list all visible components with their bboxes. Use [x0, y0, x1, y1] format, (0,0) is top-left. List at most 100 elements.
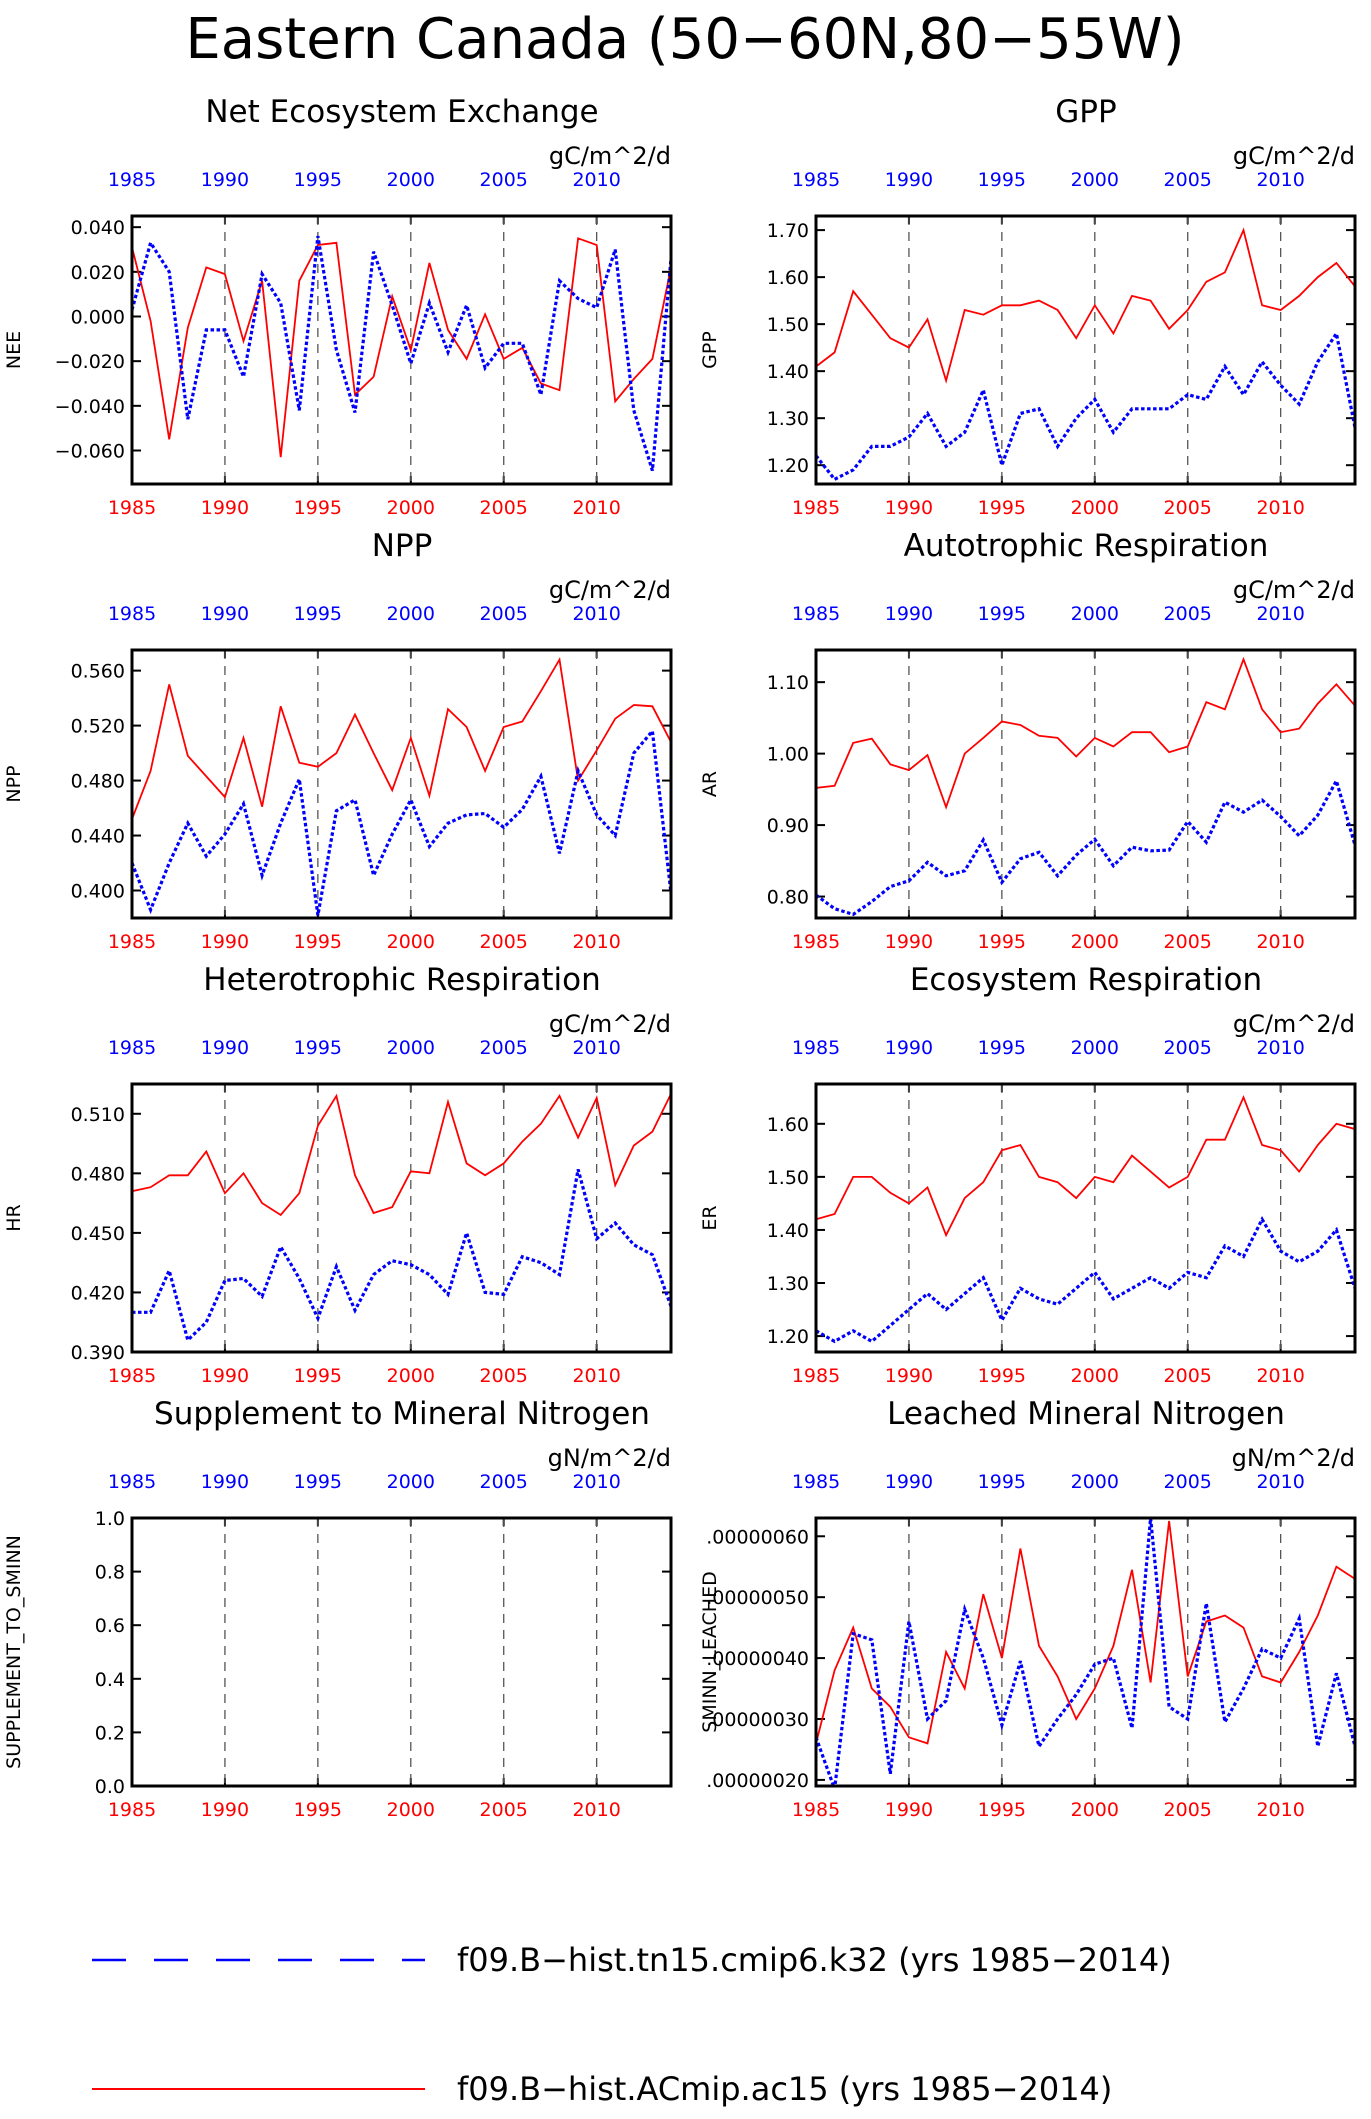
- top-year-label: 1990: [885, 169, 933, 191]
- top-year-label: 1995: [294, 1471, 342, 1493]
- y-tick-label: 1.10: [767, 672, 809, 694]
- bottom-year-label: 2010: [1256, 1365, 1304, 1387]
- plot-frame: [814, 648, 1357, 920]
- top-year-label: 1985: [792, 1037, 840, 1059]
- top-year-label: 2005: [1164, 1471, 1212, 1493]
- plot-frame: [814, 214, 1357, 486]
- panel-title: Supplement to Mineral Nitrogen: [154, 1396, 650, 1432]
- bottom-year-label: 2000: [387, 497, 435, 519]
- series-line-case: [132, 235, 671, 472]
- top-year-label: 2010: [1256, 169, 1304, 191]
- top-year-label: 2000: [1071, 1037, 1119, 1059]
- top-year-label: 1985: [792, 169, 840, 191]
- bottom-year-label: 2000: [387, 1799, 435, 1821]
- top-year-label: 2000: [387, 1037, 435, 1059]
- bottom-year-label: 2010: [1256, 1799, 1304, 1821]
- y-tick-label: 1.40: [767, 1220, 809, 1242]
- y-tick-label: 1.30: [767, 408, 809, 430]
- y-tick-label: 0.80: [767, 887, 809, 909]
- top-year-label: 2005: [480, 169, 528, 191]
- y-tick-label: 0.400: [71, 881, 125, 903]
- y-axis-label: SUPPLEMENT_TO_SMINN: [3, 1535, 25, 1769]
- panel-title: GPP: [1055, 94, 1116, 130]
- series-line-ref: [132, 656, 671, 820]
- y-tick-label: 0.4: [95, 1669, 125, 1691]
- y-tick-label: 0.000: [71, 307, 125, 329]
- panels-group: Net Ecosystem Exchange gC/m^2/d 1985 1985 19…: [3, 94, 1357, 1821]
- top-year-label: 1990: [201, 1471, 249, 1493]
- bottom-year-label: 2000: [1071, 1799, 1119, 1821]
- bottom-year-label: 2010: [1256, 931, 1304, 953]
- y-tick-label: 1.60: [767, 267, 809, 289]
- bottom-year-label: 1985: [108, 1365, 156, 1387]
- bottom-year-label: 2000: [1071, 1365, 1119, 1387]
- y-tick-label: 1.20: [767, 455, 809, 477]
- bottom-year-label: 2000: [387, 1365, 435, 1387]
- bottom-year-label: 1985: [792, 931, 840, 953]
- bottom-year-label: 1990: [201, 1365, 249, 1387]
- bottom-year-label: 1990: [201, 931, 249, 953]
- bottom-year-label: 1990: [201, 1799, 249, 1821]
- bottom-year-label: 1985: [108, 931, 156, 953]
- y-tick-label: 0.420: [71, 1282, 125, 1304]
- bottom-year-label: 1985: [108, 1799, 156, 1821]
- series-line-case: [816, 776, 1355, 917]
- bottom-year-label: 1995: [978, 497, 1026, 519]
- bottom-year-label: 1985: [108, 497, 156, 519]
- bottom-year-label: 1985: [792, 1799, 840, 1821]
- top-year-label: 2005: [480, 1037, 528, 1059]
- y-tick-label: 1.60: [767, 1114, 809, 1136]
- units-label: gC/m^2/d: [1233, 1010, 1355, 1038]
- panel-title: NPP: [372, 528, 433, 564]
- bottom-year-label: 2005: [1164, 497, 1212, 519]
- panel-npp: NPP gC/m^2/d 1985 1985 1990 1990 1995 1995 2000 2…: [3, 528, 673, 953]
- y-tick-label: .00000030: [706, 1709, 809, 1731]
- top-year-label: 1990: [885, 1037, 933, 1059]
- units-label: gC/m^2/d: [549, 576, 671, 604]
- y-tick-label: 0.480: [71, 771, 125, 793]
- y-tick-label: 0.020: [71, 262, 125, 284]
- top-year-label: 1990: [885, 1471, 933, 1493]
- bottom-year-label: 1990: [885, 497, 933, 519]
- top-year-label: 1995: [294, 169, 342, 191]
- bottom-year-label: 1990: [885, 931, 933, 953]
- bottom-year-label: 1995: [294, 1799, 342, 1821]
- top-year-label: 2005: [1164, 603, 1212, 625]
- series-line-case: [816, 1518, 1355, 1786]
- bottom-year-label: 1985: [792, 1365, 840, 1387]
- panel-title: Autotrophic Respiration: [904, 528, 1269, 564]
- y-tick-label: .00000020: [706, 1770, 809, 1792]
- top-year-label: 1990: [201, 1037, 249, 1059]
- top-year-label: 1995: [978, 1471, 1026, 1493]
- y-tick-label: .00000060: [706, 1526, 809, 1548]
- units-label: gC/m^2/d: [549, 142, 671, 170]
- y-tick-label: 1.40: [767, 361, 809, 383]
- top-year-label: 1985: [108, 1037, 156, 1059]
- series-line-ref: [132, 237, 671, 458]
- y-tick-label: 0.440: [71, 826, 125, 848]
- bottom-year-label: 2005: [480, 1365, 528, 1387]
- y-tick-label: −0.020: [55, 351, 125, 373]
- top-year-label: 1990: [201, 169, 249, 191]
- y-tick-label: −0.060: [55, 441, 125, 463]
- y-tick-label: 0.90: [767, 815, 809, 837]
- top-year-label: 1985: [108, 1471, 156, 1493]
- panel-title: Ecosystem Respiration: [910, 962, 1262, 998]
- y-tick-label: 0.520: [71, 716, 125, 738]
- top-year-label: 1985: [792, 603, 840, 625]
- plot-frame: [814, 1516, 1357, 1788]
- figure-title: Eastern Canada (50−60N,80−55W): [185, 7, 1184, 72]
- panel-title: Leached Mineral Nitrogen: [887, 1396, 1285, 1432]
- top-year-label: 2010: [1256, 603, 1304, 625]
- y-axis-label: SMINN_LEACHED: [699, 1571, 721, 1732]
- top-year-label: 1990: [885, 603, 933, 625]
- series-line-ref: [132, 1093, 671, 1217]
- plot-frame: [130, 1516, 673, 1788]
- plot-frame: [130, 214, 673, 486]
- y-tick-label: −0.040: [55, 396, 125, 418]
- series-line-ref: [816, 1094, 1355, 1238]
- top-year-label: 2000: [387, 169, 435, 191]
- panel-gpp: GPP gC/m^2/d 1985 1985 1990 1990 1995 1995 2000 2…: [699, 94, 1357, 519]
- y-tick-label: 1.20: [767, 1326, 809, 1348]
- series-line-ref: [816, 1520, 1355, 1745]
